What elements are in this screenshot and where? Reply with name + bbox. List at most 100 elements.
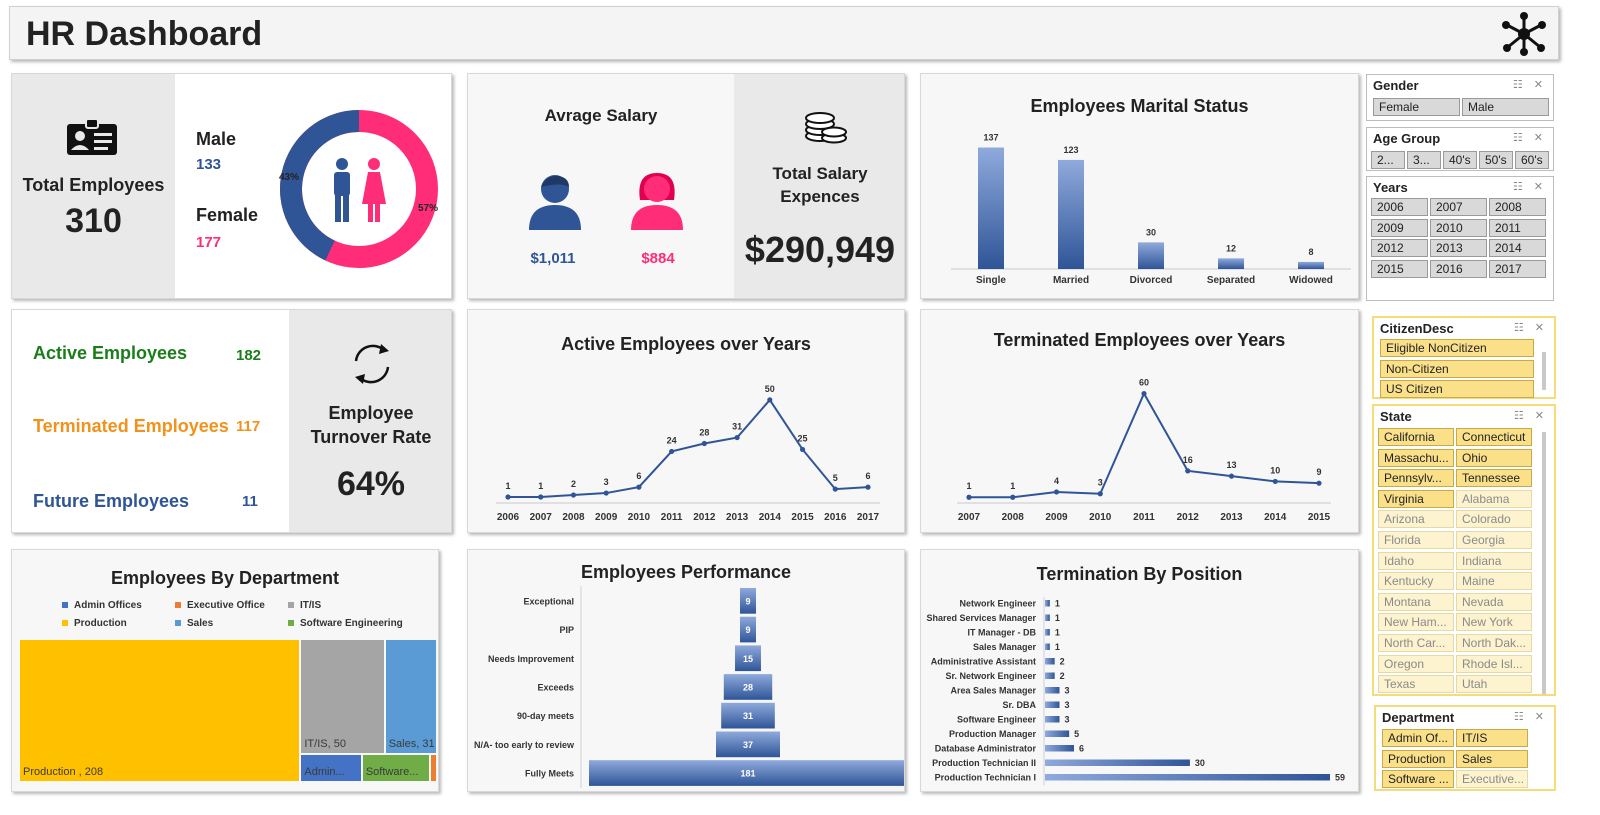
position-value-label: 1 (1055, 598, 1060, 608)
state-option-california[interactable]: California (1378, 428, 1454, 446)
department-option-admin-of[interactable]: Admin Of... (1382, 729, 1454, 747)
slicer-tools[interactable]: ☷ ✕ (1513, 410, 1548, 422)
marital-bar-single (978, 147, 1004, 269)
active-point (669, 448, 675, 455)
citizen-scrollbar[interactable] (1542, 352, 1546, 390)
terminated-year-label: 2009 (1045, 512, 1068, 523)
state-option-alabama[interactable]: Alabama (1456, 489, 1532, 508)
active-point (603, 490, 609, 496)
department-option-executive[interactable]: Executive... (1456, 770, 1528, 788)
state-option-massachu[interactable]: Massachu... (1378, 448, 1454, 467)
state-option-kentucky[interactable]: Kentucky (1378, 572, 1454, 591)
year-option-2006[interactable]: 2006 (1371, 198, 1428, 216)
department-chart-title: Employees By Department (110, 568, 340, 588)
position-value-label: 2 (1060, 671, 1065, 681)
treemap-block-production: Production , 208 (20, 640, 300, 781)
state-option-maine[interactable]: Maine (1456, 572, 1532, 591)
position-value-label: 1 (1055, 627, 1060, 637)
citizen-option-non-citizen[interactable]: Non-Citizen (1380, 359, 1534, 378)
year-option-2008[interactable]: 2008 (1489, 198, 1546, 216)
age-option-40-s[interactable]: 40's (1443, 151, 1477, 169)
state-option-indiana[interactable]: Indiana (1456, 551, 1532, 570)
year-option-2013[interactable]: 2013 (1430, 239, 1487, 257)
network-icon (1502, 12, 1546, 56)
department-option-software[interactable]: Software ... (1382, 770, 1454, 788)
position-category-label: Sr. Network Engineer (945, 671, 1036, 681)
department-option-it-is[interactable]: IT/IS (1456, 729, 1528, 747)
state-option-north-car[interactable]: North Car... (1378, 634, 1454, 652)
terminated-year-label: 2011 (1133, 512, 1155, 523)
slicer-tools[interactable]: ☷ ✕ (1512, 132, 1547, 144)
slicer-tools[interactable]: ☷ ✕ (1513, 711, 1548, 723)
position-value-label: 6 (1079, 743, 1084, 753)
citizen-option-us-citizen[interactable]: US Citizen (1380, 380, 1534, 398)
year-option-2012[interactable]: 2012 (1371, 239, 1428, 257)
age-option-2[interactable]: 2... (1371, 151, 1405, 169)
state-option-tennessee[interactable]: Tennessee (1456, 469, 1532, 488)
state-option-connecticut[interactable]: Connecticut (1456, 428, 1532, 446)
state-scrollbar[interactable] (1542, 432, 1546, 694)
treemap-block-it-is: IT/IS, 50 (301, 640, 384, 753)
citizen-option-eligible-noncitizen[interactable]: Eligible NonCitizen (1380, 339, 1534, 357)
terminated-value-label: 10 (1270, 465, 1280, 475)
state-option-georgia[interactable]: Georgia (1456, 531, 1532, 549)
gender-option-female[interactable]: Female (1373, 98, 1460, 116)
total-salary-title-line1: Total Salary (772, 164, 868, 183)
year-option-2014[interactable]: 2014 (1489, 239, 1546, 257)
active-value-label: 24 (667, 435, 677, 445)
employee-status-card: Active Employees 182 Terminated Employee… (11, 309, 452, 533)
position-bar-software-engineer (1045, 716, 1060, 723)
year-option-2015[interactable]: 2015 (1371, 259, 1428, 278)
state-option-arizona[interactable]: Arizona (1378, 510, 1454, 529)
position-value-label: 3 (1064, 700, 1069, 710)
state-option-virginia[interactable]: Virginia (1378, 489, 1454, 508)
state-option-florida[interactable]: Florida (1378, 531, 1454, 549)
department-option-production[interactable]: Production (1382, 749, 1454, 768)
treemap-block-admin-offices: Admin... (301, 754, 361, 781)
citizen-slicer: CitizenDesc ☷ ✕ Eligible NonCitizen Non-C… (1372, 316, 1556, 399)
state-option-oregon[interactable]: Oregon (1378, 654, 1454, 673)
state-option-pennsylv[interactable]: Pennsylv... (1378, 469, 1454, 488)
gender-option-male[interactable]: Male (1462, 98, 1549, 116)
active-year-label: 2013 (726, 512, 749, 523)
state-option-montana[interactable]: Montana (1378, 592, 1454, 611)
position-value-label: 30 (1195, 758, 1205, 768)
state-option-idaho[interactable]: Idaho (1378, 551, 1454, 570)
position-value-label: 3 (1064, 714, 1069, 724)
state-option-new-ham[interactable]: New Ham... (1378, 613, 1454, 632)
year-option-2017[interactable]: 2017 (1489, 259, 1546, 278)
department-slicer: Department ☷ ✕ Admin Of... IT/IS Productio… (1374, 705, 1556, 791)
state-option-ohio[interactable]: Ohio (1456, 448, 1532, 467)
year-option-2011[interactable]: 2011 (1489, 218, 1546, 237)
state-option-utah[interactable]: Utah (1456, 675, 1532, 694)
state-option-rhode-isl[interactable]: Rhode Isl... (1456, 654, 1532, 673)
age-option-50-s[interactable]: 50's (1479, 151, 1513, 169)
age-option-60-s[interactable]: 60's (1515, 151, 1549, 169)
slicer-tools[interactable]: ☷ ✕ (1512, 79, 1547, 91)
slicer-tools[interactable]: ☷ ✕ (1513, 322, 1548, 334)
position-chart-title: Termination By Position (1036, 564, 1243, 584)
turnover-title: Employee Turnover Rate (289, 401, 451, 449)
position-bar-database-administrator (1045, 745, 1074, 752)
state-option-nevada[interactable]: Nevada (1456, 592, 1532, 611)
position-category-label: Software Engineer (957, 714, 1037, 724)
active-year-label: 2014 (759, 512, 782, 523)
year-option-2007[interactable]: 2007 (1430, 198, 1487, 216)
department-option-sales[interactable]: Sales (1456, 749, 1528, 768)
state-option-colorado[interactable]: Colorado (1456, 510, 1532, 529)
year-option-2010[interactable]: 2010 (1430, 218, 1487, 237)
slicer-tools[interactable]: ☷ ✕ (1512, 181, 1547, 193)
year-option-2016[interactable]: 2016 (1430, 259, 1487, 278)
state-option-new-york[interactable]: New York (1456, 613, 1532, 632)
active-employees-label: Active Employees (33, 343, 188, 363)
male-average-salary: $1,011 (530, 250, 576, 267)
legend-label: IT/IS (300, 600, 322, 611)
age-option-3[interactable]: 3... (1407, 151, 1441, 169)
year-option-2009[interactable]: 2009 (1371, 218, 1428, 237)
average-salary-title: Avrage Salary (544, 106, 658, 125)
state-option-texas[interactable]: Texas (1378, 675, 1454, 694)
legend-swatch (62, 602, 68, 608)
state-option-north-dak[interactable]: North Dak... (1456, 634, 1532, 652)
marital-value-label: 123 (1063, 145, 1078, 155)
terminated-year-label: 2012 (1177, 512, 1200, 523)
